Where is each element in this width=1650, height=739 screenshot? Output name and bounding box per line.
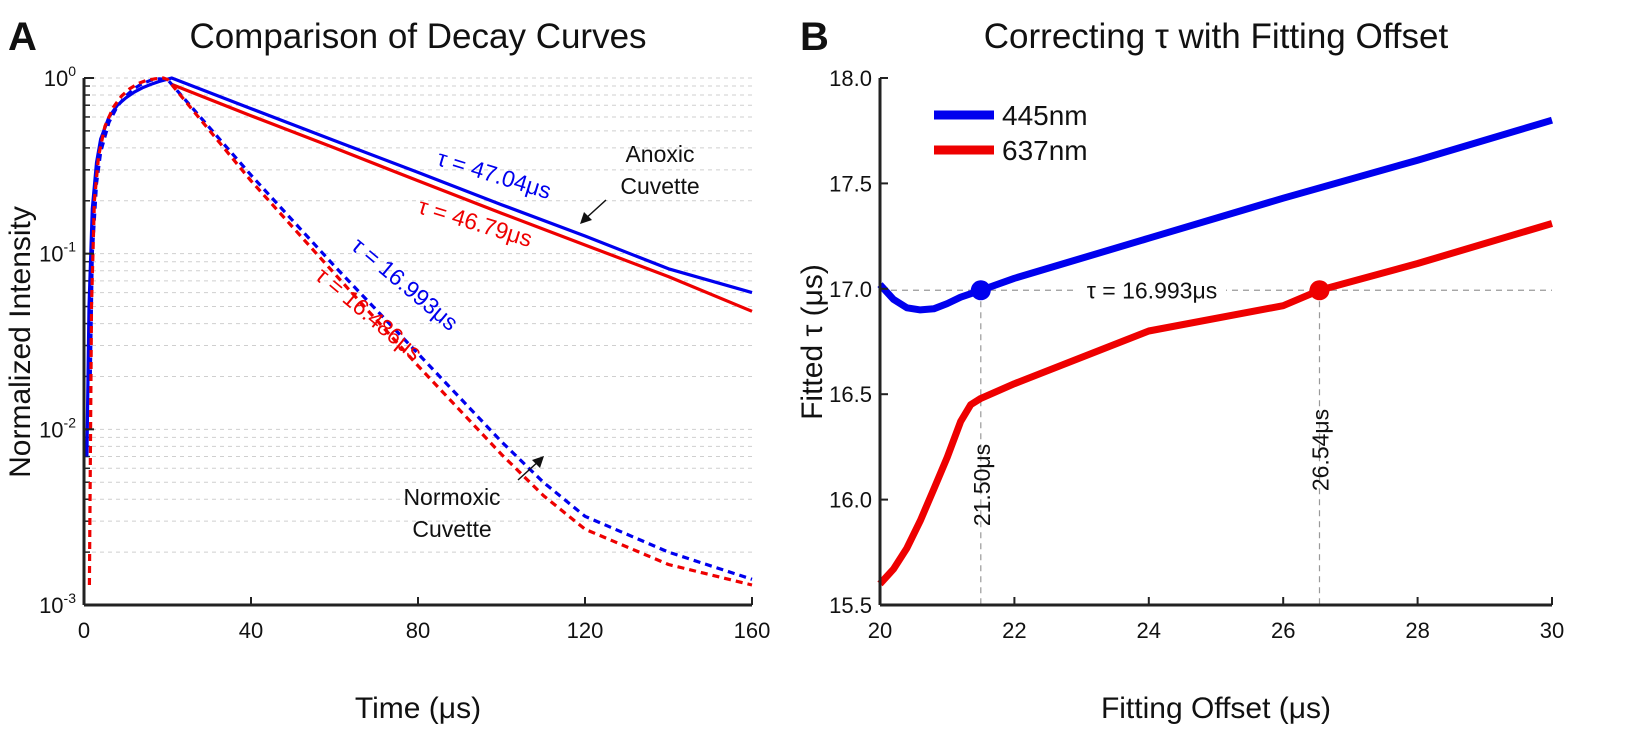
normoxic-label-line1: Normoxic	[403, 484, 500, 510]
panel-b-reference-label: τ = 16.993μs	[1087, 277, 1217, 303]
anoxic-label-line2: Cuvette	[620, 173, 699, 199]
panel-b-ytick-label: 16.0	[829, 488, 872, 513]
panel-a-xtick-label: 0	[78, 618, 90, 643]
anoxic-label-line1: Anoxic	[625, 141, 694, 167]
panel-b-xtick-label: 28	[1405, 618, 1429, 643]
anoxic-arrow-head	[580, 212, 592, 224]
normoxic-arrow-head	[532, 456, 544, 468]
panel-a-ytick-exp: -3	[64, 590, 77, 606]
panel-b-series-0	[877, 116, 1553, 314]
panel-a-ylabel: Normalized Intensity	[4, 206, 37, 478]
panel-a-ytick-label: 10-2	[39, 414, 76, 442]
panel-b-plot: τ = 16.993μs 21.50μs 26.54μs 20 22 24 26 28 30 15…	[829, 66, 1564, 643]
panel-a-ytick-label: 10-3	[39, 590, 76, 618]
panel-b-legend-label: 637nm	[1002, 135, 1088, 166]
panel-a-ytick-exp: -1	[64, 239, 77, 255]
panel-a-series-0	[85, 76, 753, 457]
panel-b-series-1	[877, 220, 1553, 587]
panel-a-series-1	[171, 82, 753, 313]
panel-b-marker-dot	[1309, 280, 1330, 301]
panel-b-marker-dot	[970, 280, 991, 301]
panel-a-ytick-label: 10-1	[39, 239, 76, 267]
panel-a-ytick-base: 10	[39, 593, 63, 618]
panel-a-ytick-exp: 0	[68, 63, 76, 79]
panel-a-title: Comparison of Decay Curves	[189, 17, 646, 56]
panel-b-xtick-label: 22	[1002, 618, 1026, 643]
panel-a-xtick-label: 40	[239, 618, 263, 643]
panel-b-reference-label-bg	[1078, 276, 1226, 305]
panel-a-ytick-label: 100	[44, 63, 76, 91]
panel-b-xtick-label: 20	[868, 618, 892, 643]
panel-b-xlabel: Fitting Offset (μs)	[1101, 692, 1331, 725]
panel-b-marker-label: 26.54μs	[1307, 409, 1333, 491]
panel-b-xtick-label: 30	[1540, 618, 1564, 643]
panel-a-xtick-label: 120	[567, 618, 604, 643]
panel-b-ylabel: Fitted τ (μs)	[796, 264, 829, 420]
panel-b-xtick-label: 26	[1271, 618, 1295, 643]
panel-b-letter: B	[800, 15, 829, 59]
panel-b-title: Correcting τ with Fitting Offset	[984, 17, 1449, 56]
panel-b-xtick-label: 24	[1137, 618, 1161, 643]
panel-a-series-3	[87, 76, 753, 587]
panel-b-ytick-label: 15.5	[829, 593, 872, 618]
panel-a-letter: A	[8, 15, 37, 59]
panel-b-ytick-label: 16.5	[829, 382, 872, 407]
panel-a-xtick-label: 160	[734, 618, 771, 643]
panel-b-ytick-label: 17.0	[829, 277, 872, 302]
panel-b-ytick-label: 17.5	[829, 171, 872, 196]
panel-a-ytick-exp: -2	[64, 414, 77, 430]
normoxic-label-line2: Cuvette	[412, 516, 491, 542]
panel-a-ytick-base: 10	[44, 66, 68, 91]
panel-a-ytick-base: 10	[39, 417, 63, 442]
panel-a-xtick-label: 80	[406, 618, 430, 643]
panel-b-legend-label: 445nm	[1002, 100, 1088, 131]
panel-b-ytick-label: 18.0	[829, 66, 872, 91]
panel-a-xlabel: Time (μs)	[355, 692, 481, 725]
panel-b-marker-label: 21.50μs	[969, 444, 995, 526]
panel-a-ytick-base: 10	[39, 242, 63, 267]
